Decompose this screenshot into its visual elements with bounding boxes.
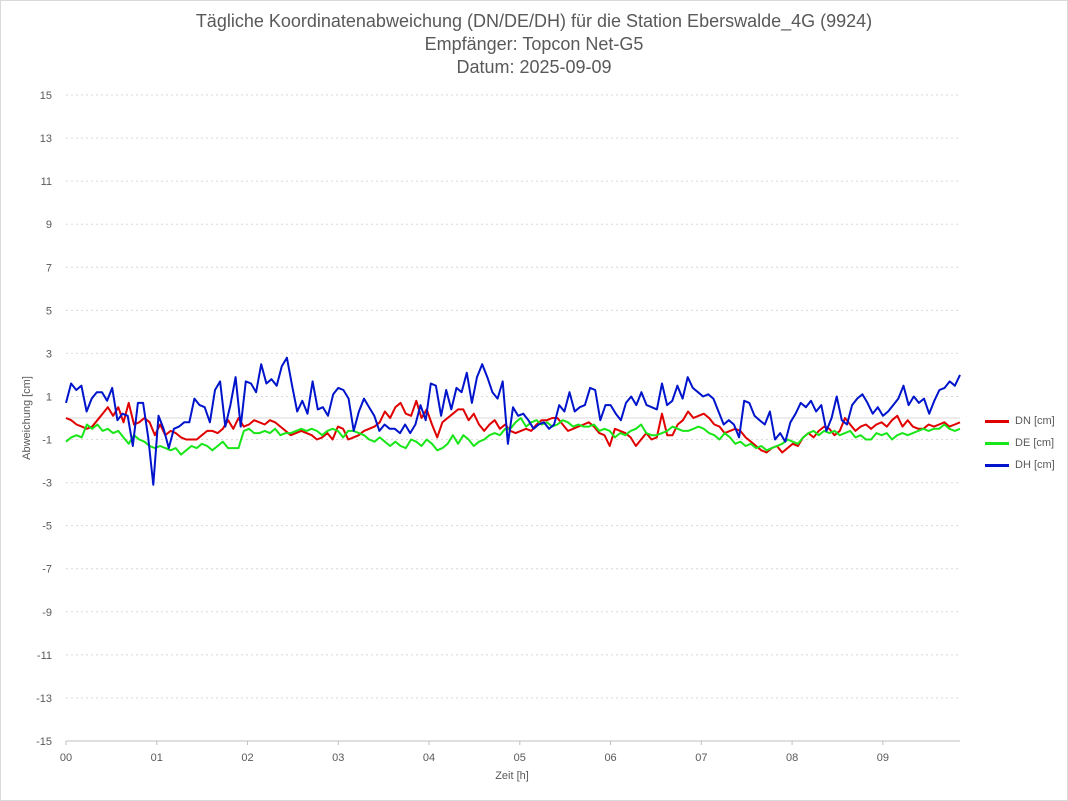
x-tick-label: 05 bbox=[514, 752, 526, 764]
y-tick-label: 11 bbox=[41, 176, 52, 188]
y-tick-label: 13 bbox=[40, 133, 52, 145]
y-tick-label: -1 bbox=[42, 435, 52, 447]
x-tick-label: 09 bbox=[877, 752, 889, 764]
x-axis-label: Zeit [h] bbox=[495, 770, 529, 782]
legend-swatch bbox=[985, 441, 1009, 445]
legend-label: DE [cm] bbox=[1015, 437, 1055, 449]
legend-label: DH [cm] bbox=[1015, 459, 1055, 471]
y-tick-label: -15 bbox=[36, 736, 52, 748]
x-tick-label: 04 bbox=[423, 752, 435, 764]
legend-label: DN [cm] bbox=[1015, 415, 1055, 427]
legend-swatch bbox=[985, 463, 1009, 467]
y-tick-labels: 15 13 11 9 7 5 3 1 -1 -3 -5 -7 -9 -11 -13 -15 bbox=[36, 90, 52, 748]
y-tick-label: -3 bbox=[42, 478, 52, 490]
y-tick-label: -7 bbox=[42, 564, 52, 576]
x-tick-label: 00 bbox=[60, 752, 72, 764]
x-tick-label: 07 bbox=[695, 752, 707, 764]
x-tick-label: 01 bbox=[151, 752, 163, 764]
y-tick-label: -9 bbox=[42, 607, 52, 619]
legend-item: DE [cm] bbox=[985, 432, 1055, 454]
series-line-de bbox=[65, 417, 961, 456]
series-line-dn bbox=[65, 399, 961, 454]
x-tick-label: 03 bbox=[332, 752, 344, 764]
y-axis-label: Abweichung [cm] bbox=[21, 376, 33, 460]
chart-subtitle-date: Datum: 2025-09-09 bbox=[456, 57, 612, 77]
series-line-dh bbox=[65, 356, 961, 486]
x-tick-label: 06 bbox=[604, 752, 616, 764]
legend-swatch bbox=[985, 419, 1009, 423]
x-tick-label: 08 bbox=[786, 752, 798, 764]
chart-subtitle-receiver: Empfänger: Topcon Net-G5 bbox=[424, 34, 644, 54]
legend-item: DN [cm] bbox=[985, 410, 1055, 432]
y-tick-label: 9 bbox=[46, 219, 52, 231]
series-lines bbox=[65, 356, 961, 486]
chart-titles: Tägliche Koordinatenabweichung (DN/DE/DH… bbox=[0, 10, 1068, 79]
legend: DN [cm] DE [cm] DH [cm] bbox=[985, 410, 1055, 476]
x-tick-labels: 00 01 02 03 04 05 06 07 08 09 bbox=[60, 741, 889, 764]
y-tick-label: 15 bbox=[40, 90, 52, 102]
legend-item: DH [cm] bbox=[985, 454, 1055, 476]
grid-lines bbox=[66, 94, 960, 742]
y-tick-label: -5 bbox=[42, 521, 52, 533]
y-tick-label: 7 bbox=[46, 262, 52, 274]
y-tick-label: -13 bbox=[36, 693, 52, 705]
y-tick-label: 3 bbox=[46, 348, 52, 360]
y-tick-label: 1 bbox=[46, 391, 52, 403]
chart-title: Tägliche Koordinatenabweichung (DN/DE/DH… bbox=[195, 11, 873, 31]
x-tick-label: 02 bbox=[241, 752, 253, 764]
y-tick-label: -11 bbox=[37, 650, 52, 662]
y-tick-label: 5 bbox=[46, 305, 52, 317]
